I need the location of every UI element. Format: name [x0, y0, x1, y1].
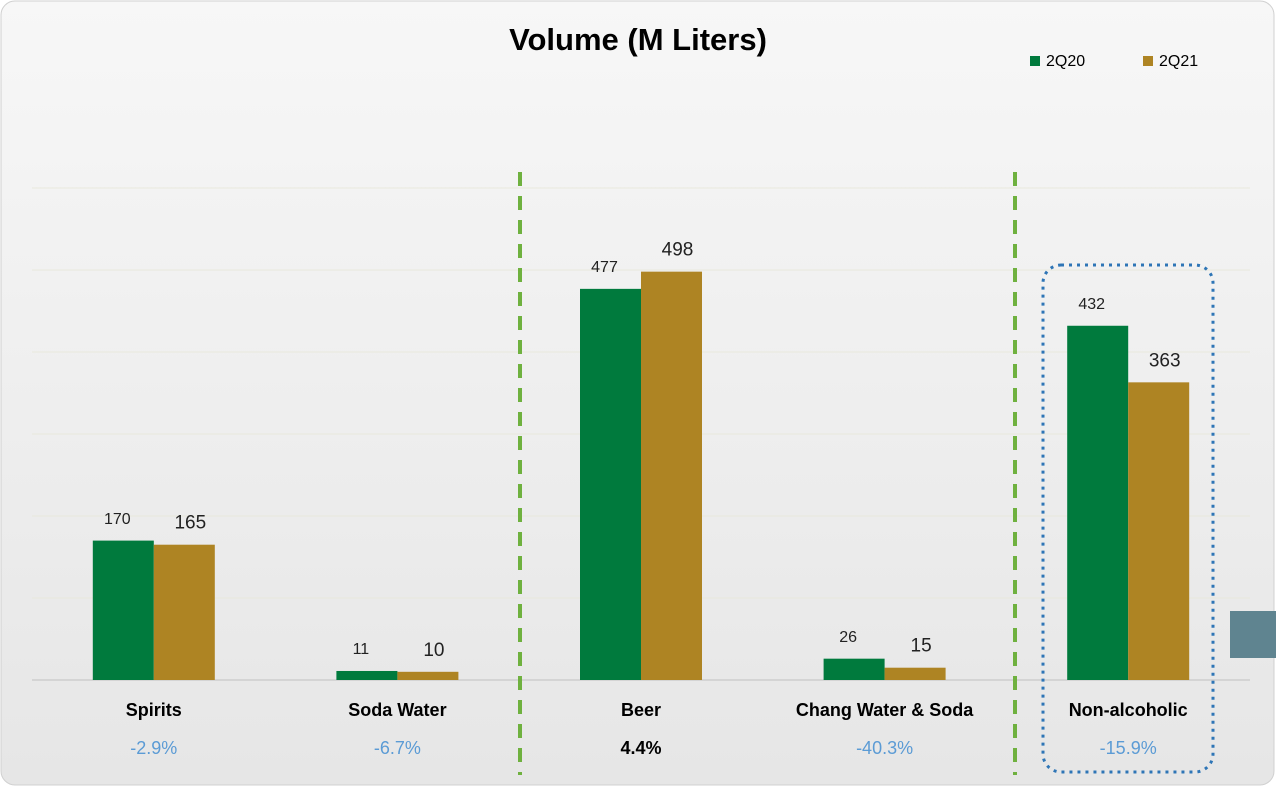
bar — [153, 544, 215, 680]
legend-swatch — [1030, 56, 1040, 66]
change-label: -6.7% — [374, 738, 421, 758]
x-tick-label: Spirits — [126, 700, 182, 720]
x-tick-label: Chang Water & Soda — [796, 700, 974, 720]
value-label: 498 — [662, 240, 694, 261]
value-label: 10 — [423, 640, 444, 661]
change-label: -2.9% — [130, 738, 177, 758]
plot: 2Q20 2Q21 170 165 Spirits -2.9% 11 10 Soda Water… — [92, 53, 1198, 758]
x-tick-label: Non-alcoholic — [1069, 700, 1188, 720]
value-label: 477 — [591, 259, 618, 276]
side-tab — [1230, 611, 1276, 658]
value-label: 26 — [839, 629, 857, 646]
bar — [1128, 382, 1190, 680]
value-label: 170 — [104, 511, 131, 528]
bar — [397, 671, 459, 680]
bar — [641, 271, 702, 680]
change-label: -40.3% — [856, 738, 913, 758]
bar — [1067, 325, 1129, 680]
bar — [580, 288, 641, 680]
bar — [884, 667, 946, 680]
highlight-box — [1041, 263, 1215, 774]
bar — [336, 670, 398, 680]
value-label: 432 — [1078, 296, 1105, 313]
legend-label: 2Q20 — [1046, 53, 1085, 70]
legend-swatch — [1143, 56, 1153, 66]
chart-title: Volume (M Liters) — [509, 22, 767, 57]
change-label: -15.9% — [1100, 738, 1157, 758]
value-label: 363 — [1149, 350, 1181, 371]
x-tick-label: Soda Water — [348, 700, 446, 720]
value-label: 15 — [911, 636, 932, 657]
legend-label: 2Q21 — [1159, 53, 1198, 70]
change-label: 4.4% — [620, 738, 661, 758]
bar — [823, 658, 885, 680]
x-tick-label: Beer — [621, 700, 661, 720]
bar — [92, 540, 154, 680]
value-label: 11 — [353, 641, 370, 658]
value-label: 165 — [174, 513, 206, 534]
